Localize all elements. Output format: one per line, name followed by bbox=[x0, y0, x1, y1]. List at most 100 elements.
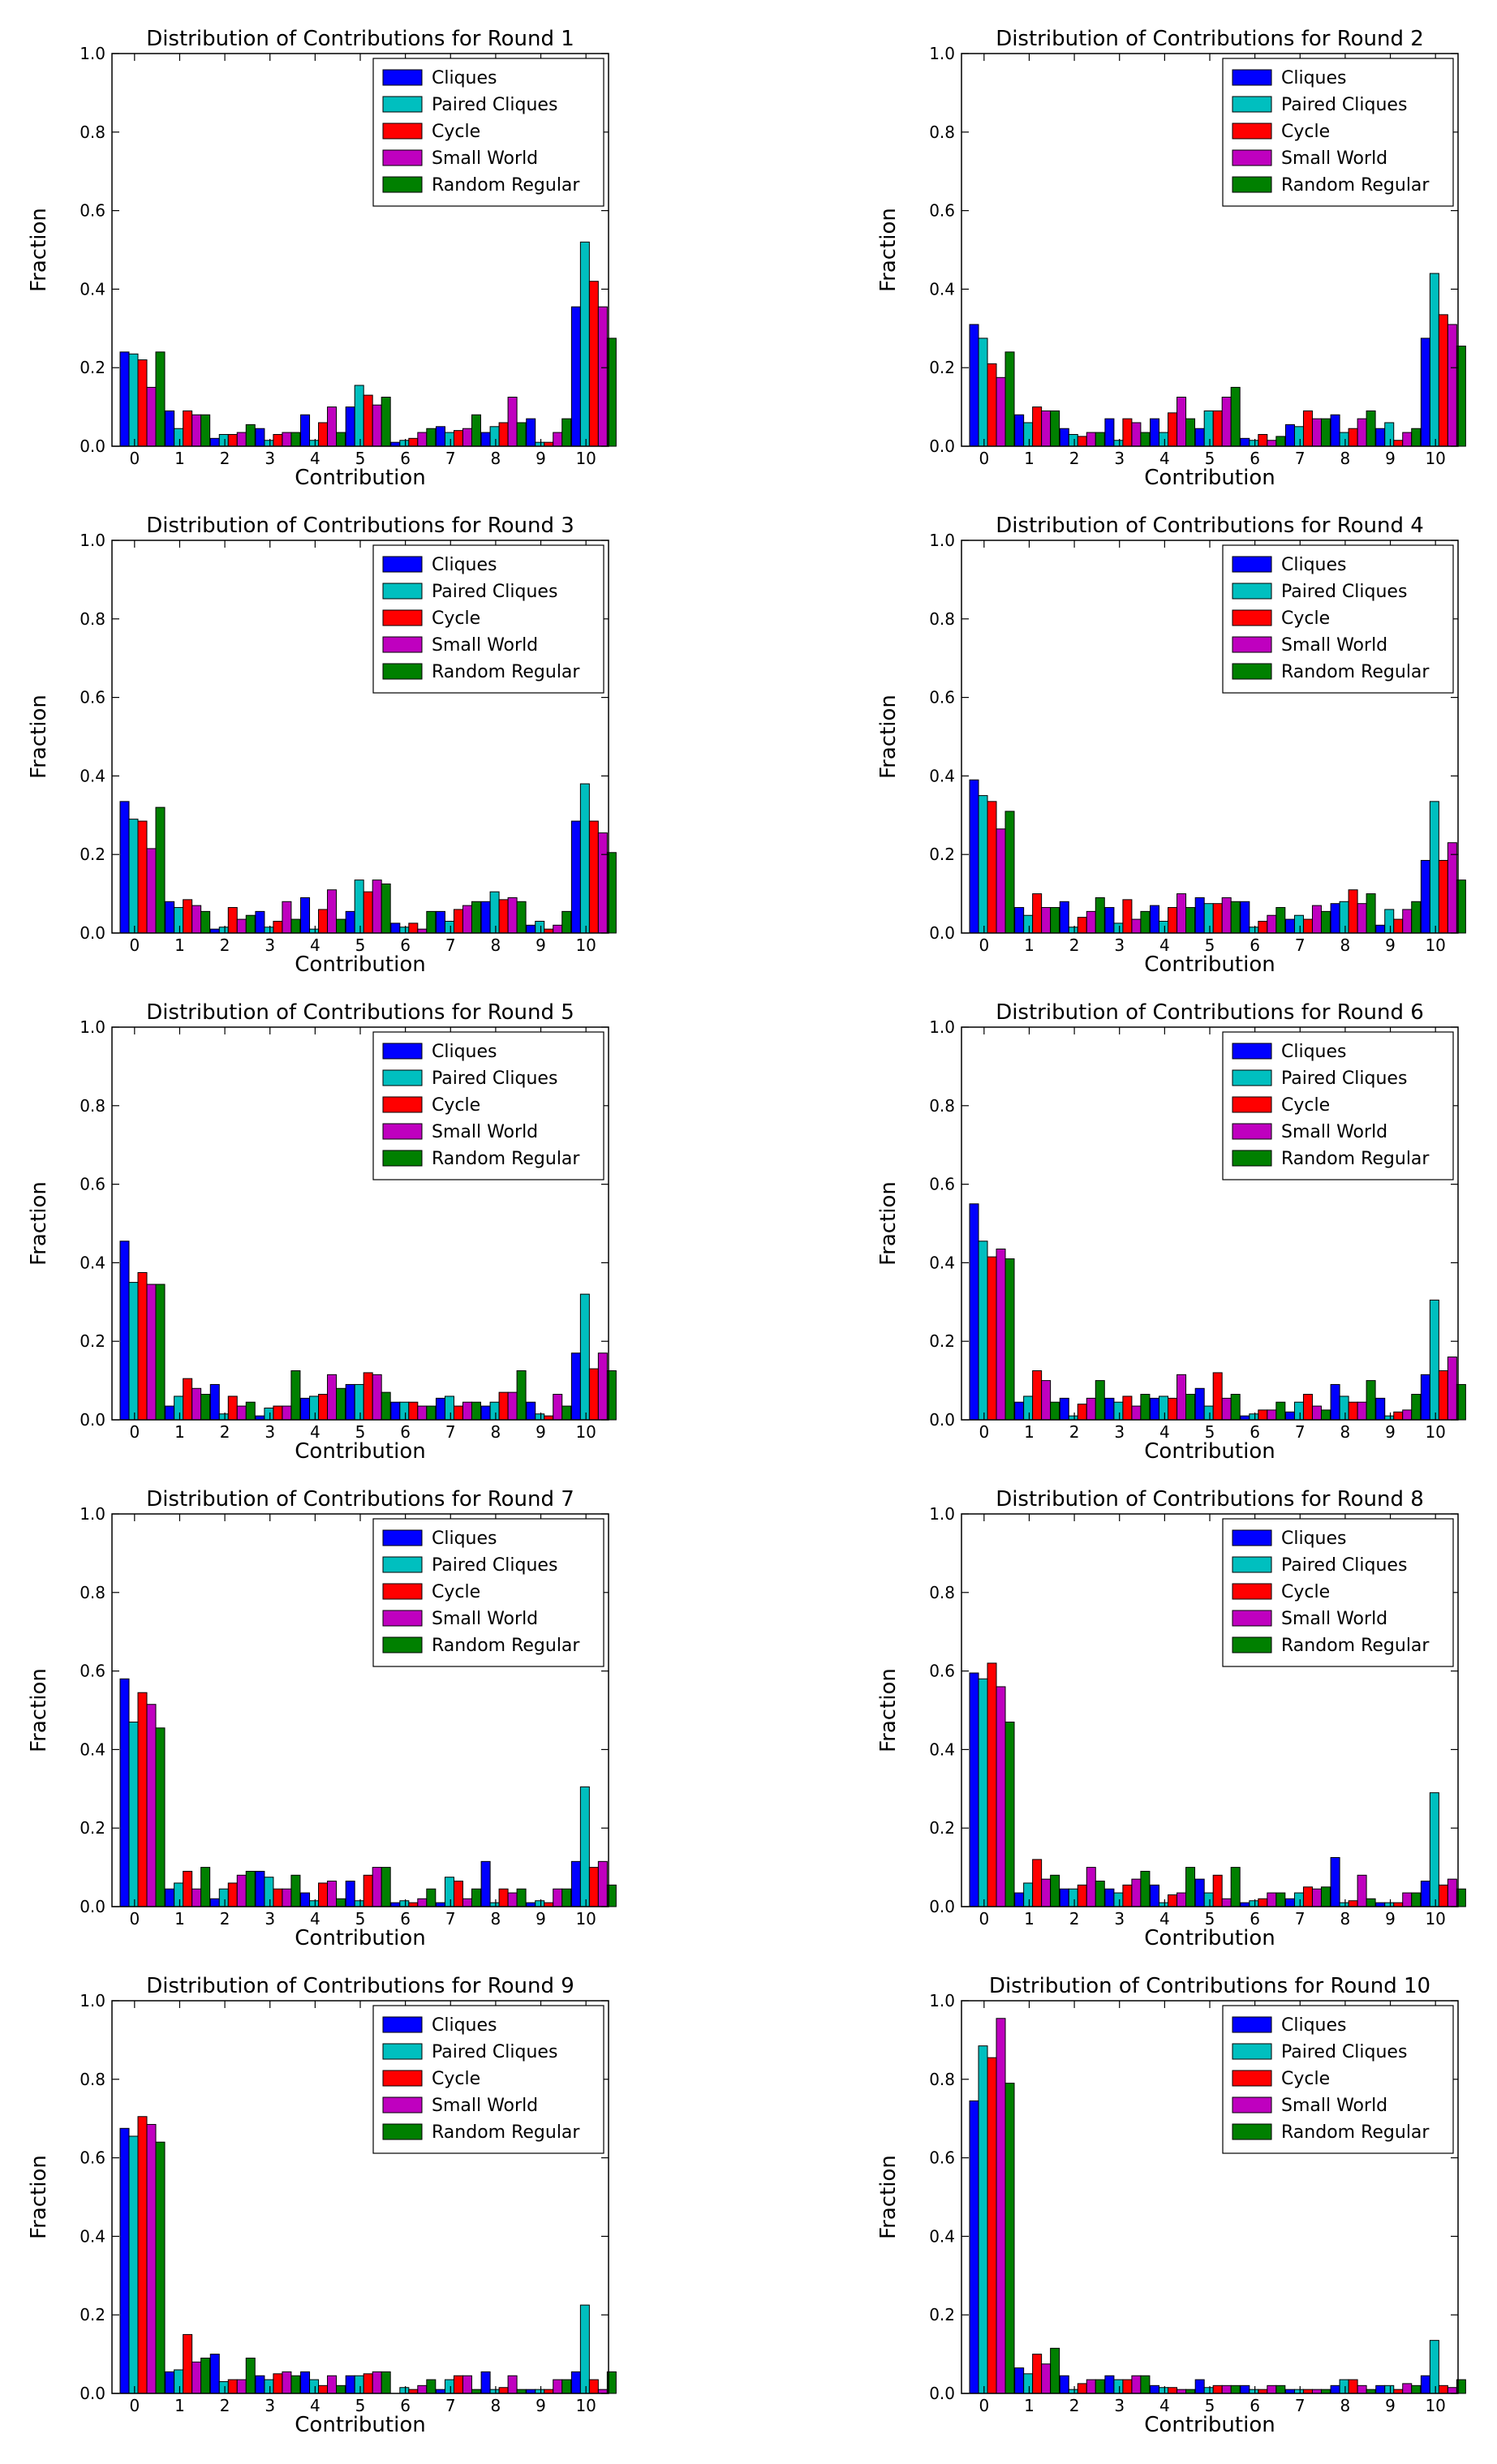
chart2-y-tick-label: 1.0 bbox=[929, 44, 955, 63]
chart3-bar bbox=[137, 820, 148, 934]
chart1-x-tick-label: 0 bbox=[129, 449, 140, 468]
chart3-bar bbox=[526, 924, 536, 934]
chart9-y-axis-label: Fraction bbox=[27, 2155, 51, 2239]
chart4-bar bbox=[1004, 811, 1015, 934]
chart3-bar bbox=[128, 819, 139, 934]
chart6-bar bbox=[1230, 1394, 1241, 1421]
chart6-bar bbox=[969, 1203, 979, 1421]
chart1-x-tick-label: 5 bbox=[355, 449, 366, 468]
chart3-legend-label: Paired Cliques bbox=[432, 582, 557, 602]
chart3-bar bbox=[444, 920, 454, 934]
chart4-legend: Cliques Paired Cliques Cycle Small World Ran… bbox=[1222, 544, 1454, 694]
chart5-y-tick-label: 0.8 bbox=[80, 1096, 105, 1116]
chart3-bar bbox=[345, 910, 355, 934]
chart10-bar bbox=[1275, 2384, 1286, 2394]
chart8-x-tick-label: 7 bbox=[1295, 1909, 1306, 1929]
chart7-bar bbox=[174, 1882, 184, 1907]
chart1-bar bbox=[489, 426, 500, 447]
chart5-bar bbox=[507, 1391, 518, 1421]
chart2-bar bbox=[1258, 433, 1268, 447]
chart3-bar bbox=[290, 918, 301, 934]
chart6-bar bbox=[1348, 1401, 1358, 1421]
chart5-bar bbox=[435, 1397, 445, 1421]
chart3-bar bbox=[553, 924, 563, 934]
chart7-legend-label: Paired Cliques bbox=[432, 1555, 557, 1576]
chart5-bar bbox=[535, 1413, 545, 1421]
chart5-bar bbox=[588, 1368, 599, 1421]
chart9-y-tick-label: 0.8 bbox=[80, 2070, 105, 2089]
chart1-panel: Distribution of Contributions for Round … bbox=[27, 27, 617, 490]
chart1-bar bbox=[309, 440, 320, 447]
chart5-bar bbox=[363, 1372, 373, 1421]
chart2-bar bbox=[1302, 410, 1313, 447]
chart6-bar bbox=[1311, 1405, 1322, 1421]
chart6-bar bbox=[1411, 1394, 1422, 1421]
chart1-bar bbox=[264, 440, 274, 447]
chart9-x-tick-label: 8 bbox=[491, 2396, 501, 2415]
chart7-bar bbox=[183, 1870, 193, 1907]
chart4-legend-label: Cycle bbox=[1281, 608, 1330, 629]
chart3-x-tick-label: 0 bbox=[129, 935, 140, 955]
chart7-bar bbox=[507, 1892, 518, 1907]
chart2-bar bbox=[1023, 422, 1034, 447]
chart9-bar bbox=[345, 2375, 355, 2394]
chart2-x-tick-label: 7 bbox=[1295, 449, 1306, 468]
chart2-legend-label: Random Regular bbox=[1281, 175, 1430, 196]
chart8-bar bbox=[1177, 1892, 1187, 1907]
chart8-bar bbox=[1447, 1878, 1457, 1907]
chart7-bar bbox=[372, 1867, 382, 1907]
chart9-x-tick-label: 10 bbox=[575, 2396, 596, 2415]
chart9-legend-label: Paired Cliques bbox=[432, 2042, 557, 2062]
chart10-y-tick-label: 0.8 bbox=[929, 2070, 955, 2089]
chart9-bar bbox=[165, 2371, 175, 2394]
chart8-bar bbox=[1249, 1900, 1259, 1907]
chart5-bar bbox=[327, 1374, 338, 1421]
chart7-bar bbox=[462, 1898, 472, 1907]
chart5-x-axis-label: Contribution bbox=[295, 1439, 425, 1464]
chart3-legend-swatch bbox=[382, 663, 423, 680]
chart5-bar bbox=[165, 1405, 175, 1421]
chart10-bar bbox=[996, 2018, 1006, 2394]
chart1-x-tick-label: 1 bbox=[174, 449, 185, 468]
chart2-bar bbox=[1348, 428, 1358, 447]
chart9-bar bbox=[399, 2387, 410, 2394]
chart8-x-tick-label: 6 bbox=[1250, 1909, 1260, 1929]
chart3-bar bbox=[535, 920, 545, 934]
chart7-x-tick-label: 5 bbox=[355, 1909, 366, 1929]
chart10-bar bbox=[1438, 2384, 1448, 2394]
chart7-x-tick-label: 6 bbox=[400, 1909, 411, 1929]
chart10-x-tick-label: 2 bbox=[1069, 2396, 1080, 2415]
chart9-y-tick-label: 0.6 bbox=[80, 2148, 105, 2168]
chart2-bar bbox=[1194, 428, 1205, 447]
chart6-bar bbox=[1041, 1380, 1052, 1421]
chart4-bar bbox=[1249, 927, 1259, 934]
chart7-bar bbox=[227, 1882, 238, 1907]
chart9-bar bbox=[507, 2375, 518, 2394]
chart3-bar bbox=[462, 905, 472, 934]
chart1-bar bbox=[183, 410, 193, 447]
chart10-legend-swatch bbox=[1232, 2123, 1272, 2140]
chart10-legend-swatch bbox=[1232, 2070, 1272, 2087]
chart8-bar bbox=[1050, 1874, 1060, 1907]
chart10-bar bbox=[1411, 2384, 1422, 2394]
chart1-x-axis-label: Contribution bbox=[295, 466, 425, 490]
chart5-legend-swatch bbox=[382, 1043, 423, 1060]
chart8-x-tick-label: 10 bbox=[1425, 1909, 1445, 1929]
chart10-bar bbox=[1357, 2384, 1367, 2394]
chart2-bar bbox=[1177, 397, 1187, 447]
chart10-legend-swatch bbox=[1232, 2016, 1272, 2033]
chart7-x-tick-label: 0 bbox=[129, 1909, 140, 1929]
chart1-x-tick-label: 4 bbox=[310, 449, 320, 468]
chart1-bar bbox=[462, 428, 472, 447]
chart3-bar bbox=[327, 889, 338, 934]
chart7-y-tick-label: 0.4 bbox=[80, 1739, 105, 1759]
chart5-bar bbox=[146, 1284, 157, 1421]
chart5-bar bbox=[218, 1413, 229, 1421]
chart6-x-tick-label: 0 bbox=[979, 1422, 989, 1442]
chart9-x-tick-label: 1 bbox=[174, 2396, 185, 2415]
chart8-bar bbox=[1168, 1894, 1178, 1907]
chart9-bar bbox=[119, 2127, 130, 2394]
chart10-bar bbox=[1384, 2384, 1395, 2394]
chart3-bar bbox=[155, 806, 166, 934]
chart1-legend-label: Cliques bbox=[432, 68, 497, 88]
